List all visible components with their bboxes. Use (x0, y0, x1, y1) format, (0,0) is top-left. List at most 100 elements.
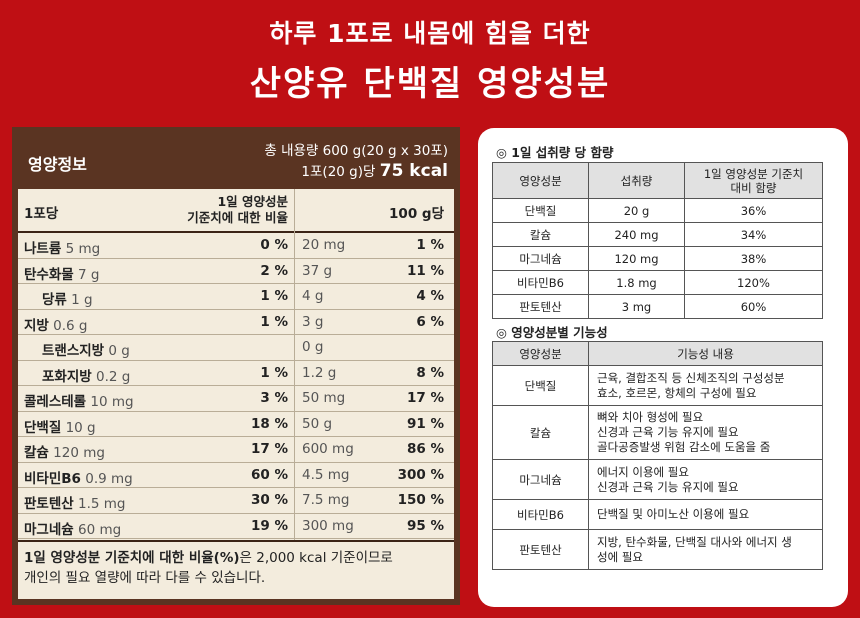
nutrient-name: 판토텐산 1.5 mg (24, 492, 125, 512)
nutrient-name: 비타민B6 0.9 mg (24, 467, 133, 487)
nutrient-label: 나트륨 (24, 241, 62, 257)
intake-nutrient: 판토텐산 (492, 294, 589, 319)
nutrient-name: 콜레스테롤 10 mg (24, 390, 134, 410)
nutrient-label: 비타민B6 (24, 470, 81, 487)
nutrient-name: 지방 0.6 g (24, 314, 87, 334)
nutrition-row: 지방 0.6 g 1 % 3 g 6 % (18, 310, 454, 335)
intake-nutrient: 단백질 (492, 198, 589, 223)
intake-row: 단백질 20 g 36% (492, 198, 823, 223)
nutrient-dv-percent-100g: 1 % (416, 237, 444, 253)
nutrient-amount-100g: 50 g (302, 415, 333, 432)
nutrition-row: 판토텐산 1.5 mg 30 % 7.5 mg 150 % (18, 488, 454, 514)
function-description-line: 골다공증발생 위험 감소에 도움을 줌 (597, 440, 771, 454)
nutrient-name: 칼슘 120 mg (24, 441, 105, 461)
col-daily-value-line1: 1일 영양성분 (217, 194, 288, 209)
serving-label: 1포(20 g)당 (301, 164, 376, 180)
nutrient-amount: 0.9 mg (85, 470, 133, 487)
function-row: 단백질 근육, 결합조직 등 신체조직의 구성성분 효소, 호르몬, 항체의 구성에… (492, 365, 823, 406)
nutrient-dv-percent-100g: 300 % (397, 466, 444, 483)
nutrition-row: 비타민B6 0.9 mg 60 % 4.5 mg 300 % (18, 463, 454, 488)
intake-dv-percent: 36% (684, 198, 823, 223)
function-description: 에너지 이용에 필요 신경과 근육 기능 유지에 필요 (588, 459, 823, 500)
nutrition-label: 영양정보 (28, 155, 87, 174)
nutrient-name: 트랜스지방 0 g (42, 339, 130, 359)
function-title: ◎ 영양성분별 기능성 (496, 325, 608, 340)
nutrient-amount-100g: 50 mg (302, 390, 346, 406)
col-per-serving: 1포당 (24, 206, 59, 222)
nutrient-amount-100g: 1.2 g (302, 364, 337, 381)
function-row: 비타민B6 단백질 및 아미노산 이용에 필요 (492, 499, 823, 530)
nutrient-dv-percent: 60 % (250, 466, 288, 483)
nutrient-amount: 0.6 g (53, 317, 88, 334)
nutrient-label: 트랜스지방 (42, 343, 105, 359)
function-description: 단백질 및 아미노산 이용에 필요 (588, 499, 823, 530)
function-nutrient: 마그네슘 (492, 459, 589, 500)
nutrient-label: 콜레스테롤 (24, 394, 87, 410)
nutrient-label: 당류 (42, 292, 67, 308)
intake-amount: 3 mg (588, 294, 685, 319)
nutrient-dv-percent-100g: 150 % (397, 492, 444, 508)
nutrient-label: 단백질 (24, 419, 62, 436)
function-row: 판토텐산 지방, 탄수화물, 단백질 대사와 에너지 생 성에 필요 (492, 529, 823, 570)
nutrient-name: 탄수화물 7 g (24, 263, 99, 283)
nutrient-amount: 7 g (77, 266, 100, 283)
function-row: 칼슘 뼈와 치아 형성에 필요 신경과 근육 기능 유지에 필요 골다공증발생 위험 … (492, 405, 823, 460)
total-content: 총 내용량 600 g(20 g x 30포) (264, 143, 448, 159)
function-description-line: 단백질 및 아미노산 이용에 필요 (597, 507, 750, 521)
function-description: 뼈와 치아 형성에 필요 신경과 근육 기능 유지에 필요 골다공증발생 위험 감소… (588, 405, 823, 460)
nutrition-header: 영양정보 총 내용량 600 g(20 g x 30포) 1포(20 g)당 7… (18, 133, 454, 189)
col-per-100g: 100 g당 (389, 206, 444, 222)
nutrient-amount: 5 mg (65, 241, 101, 257)
nutrient-dv-percent: 17 % (250, 441, 288, 457)
function-table: 영양성분 기능성 내용 단백질 근육, 결합조직 등 신체조직의 구성성분 효소, … (492, 341, 823, 570)
nutrient-amount-100g: 20 mg (302, 237, 346, 253)
nutrient-amount-100g: 300 mg (302, 517, 354, 534)
function-row: 마그네슘 에너지 이용에 필요 신경과 근육 기능 유지에 필요 (492, 459, 823, 500)
intake-nutrient: 비타민B6 (492, 270, 589, 295)
function-description-line: 지방, 탄수화물, 단백질 대사와 에너지 생 (597, 534, 792, 549)
nutrient-amount-100g: 4 g (302, 288, 324, 304)
intake-row: 마그네슘 120 mg 38% (492, 246, 823, 271)
nutrient-amount-100g: 3 g (302, 313, 324, 330)
nutrition-row: 콜레스테롤 10 mg 3 % 50 mg 17 % (18, 386, 454, 412)
info-panel: ◎ 1일 섭취량 당 함량 영양성분 섭취량 1일 영양성분 기준치 대비 함량 … (478, 128, 848, 607)
nutrient-amount: 0.2 g (95, 368, 131, 385)
nutrient-name: 나트륨 5 mg (24, 237, 100, 257)
nutrient-dv-percent-100g: 11 % (406, 262, 444, 279)
intake-header-amount: 섭취량 (588, 162, 685, 199)
nutrient-dv-percent-100g: 86 % (406, 441, 444, 457)
function-header-nutrient: 영양성분 (492, 341, 589, 366)
nutrition-row: 마그네슘 60 mg 19 % 300 mg 95 % (18, 514, 454, 539)
intake-table: 영양성분 섭취량 1일 영양성분 기준치 대비 함량 단백질 20 g 36% 칼슘 24… (492, 162, 823, 319)
nutrient-amount-100g: 37 g (302, 262, 333, 279)
nutrient-label: 포화지방 (42, 368, 92, 385)
column-divider (294, 189, 295, 540)
intake-body: 단백질 20 g 36% 칼슘 240 mg 34% 마그네슘 120 mg 38% 비타민B6 1… (492, 198, 823, 319)
nutrition-column-header: 1포당 1일 영양성분 기준치에 대한 비율 100 g당 (18, 189, 454, 233)
nutrient-dv-percent: 30 % (250, 492, 288, 508)
intake-nutrient: 마그네슘 (492, 246, 589, 271)
nutrient-amount: 10 g (65, 419, 96, 436)
intake-dv-percent: 38% (684, 246, 823, 271)
kcal-value: 75 kcal (379, 161, 448, 181)
footnote-rest: 은 2,000 kcal 기준이므로 (239, 550, 393, 566)
nutrient-amount-100g: 600 mg (302, 441, 354, 457)
intake-nutrient: 칼슘 (492, 222, 589, 247)
nutrition-row: 당류 1 g 1 % 4 g 4 % (18, 284, 454, 310)
col-daily-value: 1일 영양성분 기준치에 대한 비율 (128, 194, 288, 226)
nutrient-dv-percent-100g: 6 % (416, 313, 444, 330)
col-daily-value-line2: 기준치에 대한 비율 (187, 210, 288, 225)
intake-row: 비타민B6 1.8 mg 120% (492, 270, 823, 295)
intake-row: 칼슘 240 mg 34% (492, 222, 823, 247)
nutrient-amount: 1.5 mg (77, 496, 126, 512)
function-header-content: 기능성 내용 (588, 341, 823, 366)
intake-row: 판토텐산 3 mg 60% (492, 294, 823, 319)
nutrient-dv-percent-100g: 17 % (406, 390, 444, 406)
function-nutrient: 칼슘 (492, 405, 589, 460)
nutrient-name: 마그네슘 60 mg (24, 518, 121, 538)
nutrient-dv-percent-100g: 91 % (406, 415, 444, 432)
calories: 1포(20 g)당 75 kcal (301, 160, 448, 181)
nutrition-row: 나트륨 5 mg 0 % 20 mg 1 % (18, 233, 454, 259)
nutrient-amount: 10 mg (90, 394, 134, 410)
